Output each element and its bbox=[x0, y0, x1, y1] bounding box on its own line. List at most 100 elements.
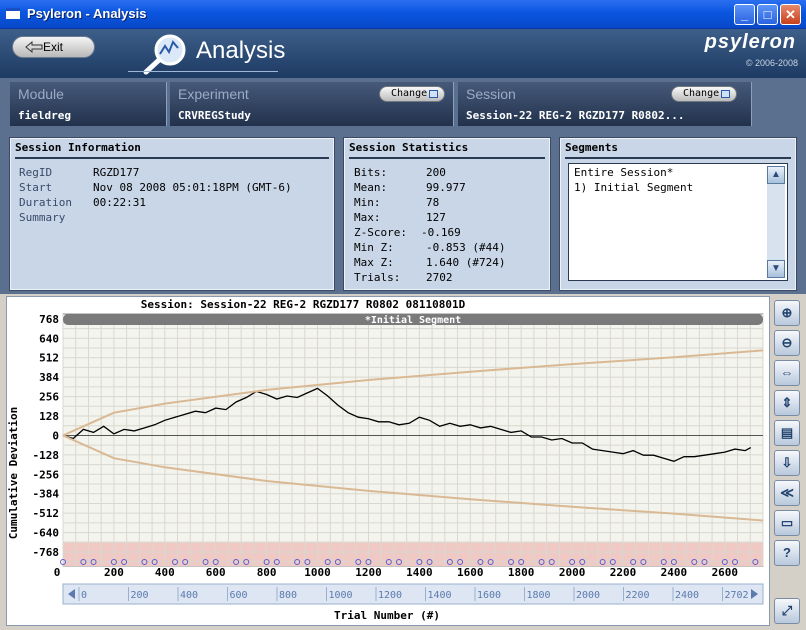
trial-marker bbox=[609, 559, 616, 565]
trial-marker bbox=[304, 559, 311, 565]
zoom-in-button[interactable]: ⊕ bbox=[774, 300, 800, 326]
y-tick-label: 128 bbox=[39, 410, 59, 423]
zoom-in-icon: ⊕ bbox=[781, 305, 793, 320]
stat-key: Trials: bbox=[354, 271, 401, 284]
chart-area[interactable]: Session: Session-22 REG-2 RGZD177 R0802 … bbox=[6, 296, 770, 626]
trial-marker bbox=[263, 559, 270, 565]
y-tick-label: 384 bbox=[39, 371, 59, 384]
fit-width-button[interactable]: ⇔ bbox=[774, 360, 800, 386]
trial-marker bbox=[80, 559, 87, 565]
trial-marker bbox=[548, 559, 555, 565]
y-tick-label: -256 bbox=[33, 468, 60, 481]
info-key: Duration bbox=[19, 196, 72, 209]
module-panel: Module fieldreg bbox=[10, 82, 167, 126]
page-title: Analysis bbox=[196, 37, 286, 64]
x-axis-ticks: 0 200 400 600 800 1000 1200 1400 1600 1800 2000 220… bbox=[54, 566, 738, 579]
selection-bar: Module fieldreg Experiment CRVREGStudy C… bbox=[0, 78, 806, 130]
timeline-tick-label: 2000 bbox=[576, 590, 600, 601]
x-tick-label: 200 bbox=[104, 566, 124, 579]
close-button[interactable]: ✕ bbox=[780, 4, 801, 25]
trial-marker bbox=[660, 559, 667, 565]
segments-list[interactable]: Entire Session* 1) Initial Segment ▲ ▼ bbox=[568, 163, 788, 281]
save-button[interactable]: ⇩ bbox=[774, 450, 800, 476]
fit-height-button[interactable]: ⇕ bbox=[774, 390, 800, 416]
x-tick-label: 0 bbox=[54, 566, 61, 579]
trial-marker bbox=[396, 559, 402, 565]
trial-marker bbox=[538, 559, 545, 565]
trial-marker bbox=[172, 559, 178, 565]
minimize-button[interactable]: _ bbox=[734, 4, 755, 25]
timeline-tick-label: 200 bbox=[131, 590, 149, 601]
change-icon bbox=[721, 90, 730, 98]
stat-key: Min: bbox=[354, 196, 381, 209]
chart-title: Session: Session-22 REG-2 RGZD177 R0802 … bbox=[141, 298, 466, 311]
rewind-icon: ≪ bbox=[780, 485, 794, 500]
trial-marker bbox=[243, 559, 250, 565]
timeline-tick-label: 1200 bbox=[378, 590, 402, 601]
timeline-tick-label: 1800 bbox=[527, 590, 551, 601]
help-button[interactable]: ? bbox=[774, 540, 800, 566]
segment-item[interactable]: Entire Session* bbox=[574, 166, 674, 179]
timeline-tick-label: 800 bbox=[279, 590, 297, 601]
timeline-track[interactable] bbox=[62, 583, 764, 605]
maximize-button[interactable]: □ bbox=[757, 4, 778, 25]
segments-scrollbar[interactable]: ▲ ▼ bbox=[767, 166, 785, 278]
x-tick-label: 1800 bbox=[508, 566, 535, 579]
stat-key: Z-Score: bbox=[354, 226, 407, 239]
plot-background bbox=[62, 313, 764, 567]
trial-marker bbox=[121, 559, 128, 565]
experiment-panel: Experiment CRVREGStudy Change bbox=[170, 82, 454, 126]
trial-marker bbox=[426, 559, 433, 565]
trial-marker bbox=[487, 559, 494, 565]
module-label: Module bbox=[18, 86, 64, 102]
cumulative-deviation-chart[interactable]: Session: Session-22 REG-2 RGZD177 R0802 … bbox=[7, 297, 769, 625]
divider bbox=[15, 157, 329, 159]
scroll-right-icon[interactable] bbox=[751, 589, 758, 599]
stat-value: -0.169 bbox=[421, 226, 461, 239]
timeline-tick-label: 0 bbox=[81, 590, 87, 601]
fit-height-icon: ⇕ bbox=[781, 395, 793, 410]
envelope-line bbox=[62, 349, 764, 437]
x-tick-label: 1600 bbox=[457, 566, 484, 579]
y-tick-label: 256 bbox=[39, 391, 59, 404]
info-key: Summary bbox=[19, 211, 66, 224]
stat-key: Bits: bbox=[354, 166, 388, 179]
trial-marker bbox=[508, 559, 514, 565]
stat-key: Max Z: bbox=[354, 256, 394, 269]
y-axis-label: Cumulative Deviation bbox=[7, 407, 20, 539]
plot-area[interactable] bbox=[60, 313, 764, 567]
resize-button[interactable]: ⤢ bbox=[774, 598, 800, 624]
exit-label: Exit bbox=[43, 40, 64, 54]
y-tick-label: -640 bbox=[33, 527, 60, 540]
export-image-button[interactable]: ▤ bbox=[774, 420, 800, 446]
scroll-up-icon[interactable]: ▲ bbox=[767, 166, 785, 184]
window-titlebar[interactable]: Psyleron - Analysis _ □ ✕ bbox=[0, 0, 806, 29]
rewind-button[interactable]: ≪ bbox=[774, 480, 800, 506]
trial-marker bbox=[579, 559, 586, 565]
scroll-left-icon[interactable] bbox=[68, 589, 75, 599]
trial-marker bbox=[518, 559, 525, 565]
segment-banner[interactable] bbox=[63, 314, 763, 325]
segment-item[interactable]: 1) Initial Segment bbox=[574, 181, 694, 194]
x-tick-label: 600 bbox=[206, 566, 226, 579]
experiment-change-button[interactable]: Change bbox=[379, 86, 445, 102]
timeline-scrollbar[interactable]: 0 200 400 600 800 1000 1200 1400 1600 1800 2000 220… bbox=[62, 583, 764, 605]
zoom-out-button[interactable]: ⊖ bbox=[774, 330, 800, 356]
segments-panel: Segments Entire Session* 1) Initial Segm… bbox=[559, 137, 797, 291]
trial-marker bbox=[110, 559, 117, 565]
session-value: Session-22 REG-2 RGZD177 R0802... bbox=[466, 109, 685, 122]
comment-button[interactable]: ▭ bbox=[774, 510, 800, 536]
info-value: RGZD177 bbox=[93, 166, 140, 179]
stat-value: 2702 bbox=[426, 271, 453, 284]
stat-value: 127 bbox=[426, 211, 446, 224]
session-change-button[interactable]: Change bbox=[671, 86, 737, 102]
x-tick-label: 1000 bbox=[304, 566, 331, 579]
timeline-tick-label: 600 bbox=[230, 590, 248, 601]
x-tick-label: 2200 bbox=[610, 566, 637, 579]
stat-value: 99.977 bbox=[426, 181, 466, 194]
scroll-down-icon[interactable]: ▼ bbox=[767, 260, 785, 278]
divider bbox=[349, 157, 545, 159]
exit-button[interactable]: Exit bbox=[12, 36, 95, 58]
stat-key: Min Z: bbox=[354, 241, 394, 254]
timeline-tick-label: 2200 bbox=[626, 590, 650, 601]
